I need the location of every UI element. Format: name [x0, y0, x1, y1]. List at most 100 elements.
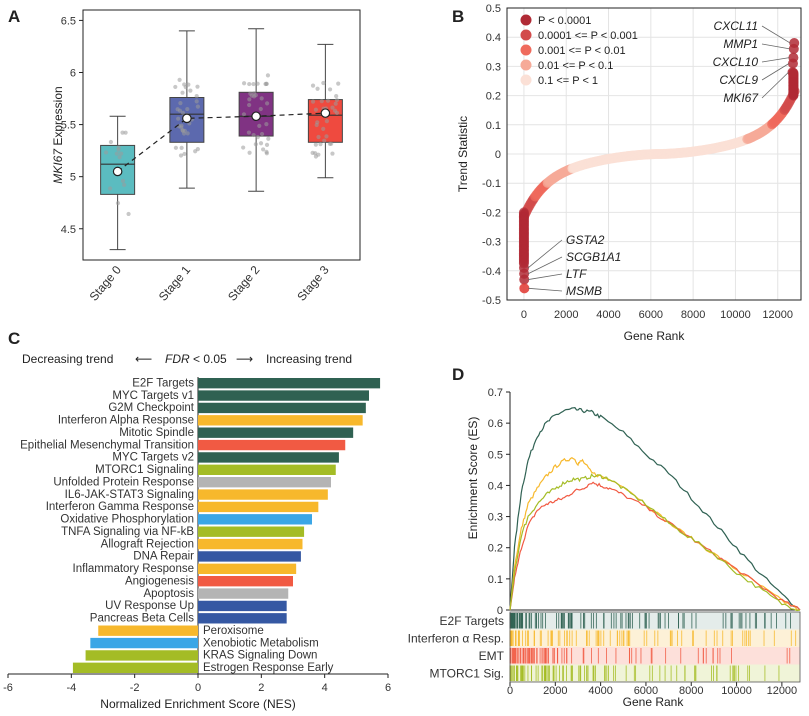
- panel-d-x-tick-label: 0: [507, 685, 513, 697]
- panel-a-mean-marker: [320, 108, 331, 118]
- panel-a-frame: [82, 9, 361, 261]
- panel-b-top-gene-point: [788, 43, 799, 54]
- panel-d-es-line: [509, 406, 801, 611]
- panel-c-bar-label: MYC Targets v1: [112, 390, 194, 402]
- panel-a-point: [179, 145, 184, 151]
- panel-c-bar-label: Apoptosis: [143, 588, 194, 600]
- panel-a-point: [264, 149, 269, 154]
- panel-c-bar-label: Mitotic Spindle: [119, 427, 194, 439]
- panel-b-legend-marker: [520, 74, 532, 86]
- panel-c-header-right: Increasing trend: [266, 352, 352, 366]
- panel-a-point: [264, 121, 269, 127]
- panel-a-point: [313, 107, 318, 112]
- panel-a-point: [266, 136, 271, 141]
- panel-b-top-gene-leader: [761, 43, 790, 50]
- panel-c-bar-label: Angiogenesis: [125, 575, 194, 587]
- panel-c-x-tick-label: -2: [130, 682, 140, 694]
- panel-c-bar: [198, 538, 303, 550]
- panel-c-bar: [198, 514, 312, 525]
- panel-a-point: [194, 99, 199, 104]
- panel-c-x-tick-label: -4: [66, 682, 76, 694]
- panel-b-top-gene-label: CXCL11: [714, 19, 758, 33]
- panel-b-legend-marker: [520, 14, 532, 26]
- panel-a-point: [182, 82, 187, 87]
- panel-c-bar: [198, 526, 305, 537]
- panel-c-arrow-right: ⟶: [236, 352, 253, 366]
- panel-b-legend-marker: [520, 59, 532, 71]
- panel-a-point: [257, 123, 262, 128]
- panel-a-point: [258, 141, 264, 146]
- panel-c-header-fdr: FDR: [165, 352, 190, 366]
- panel-c-x-label: Normalized Enrichment Score (NES): [100, 697, 295, 711]
- panel-b-y-tick-label: 0.4: [486, 32, 501, 44]
- panel-d-es-line: [509, 456, 801, 611]
- panel-a-point: [115, 201, 121, 206]
- panel-a-point: [265, 101, 270, 106]
- panel-c-bar-label: MYC Targets v2: [112, 452, 194, 464]
- panel-a-point: [334, 110, 340, 115]
- panel-a-point: [173, 145, 178, 150]
- panel-a-point: [188, 88, 193, 93]
- panel-b-bottom-gene-leader: [528, 273, 563, 280]
- panel-b-y-tick-label: 0.1: [486, 120, 501, 132]
- panel-c-x-tick-label: 4: [322, 682, 328, 694]
- panel-b-y-tick-label: 0: [495, 149, 501, 161]
- panel-a-y-label: MKI67 Expression: [51, 86, 65, 183]
- panel-b-scatter: Gene Rank Trend Statistic -0.5-0.4-0.3-0…: [456, 3, 802, 343]
- panel-a-x-tick-label: Stage 2: [225, 263, 263, 304]
- panel-a-point: [185, 106, 190, 112]
- panel-b-bottom-gene-leader: [527, 239, 563, 269]
- panel-c-bar-label: Interferon Alpha Response: [58, 415, 194, 427]
- panel-a-point: [253, 142, 258, 147]
- panel-a-point: [120, 130, 125, 135]
- panel-c-bar: [72, 662, 198, 673]
- panel-a-point: [252, 94, 257, 99]
- panel-b-bottom-gene-leader: [528, 287, 563, 292]
- panel-a-point: [316, 152, 321, 157]
- panel-d-x-tick-label: 8000: [679, 685, 703, 697]
- panel-a-point: [247, 150, 252, 155]
- panel-a-point: [330, 151, 335, 156]
- panel-c-bar: [198, 489, 328, 500]
- panel-b-legend-marker: [520, 44, 532, 56]
- panel-c-bar: [198, 477, 331, 488]
- panel-c-bar: [198, 464, 336, 475]
- panel-c-bar: [198, 613, 287, 624]
- panel-a-y-tick-label: 5.5: [61, 120, 76, 132]
- panel-d-y-tick-label: 0.6: [488, 418, 503, 430]
- panel-d-y-tick-label: 0.1: [488, 574, 503, 586]
- panel-d-gsea: Enrichment Score (ES) Gene Rank 00.10.20…: [408, 387, 801, 709]
- panel-c-bar-label: MTORC1 Signaling: [95, 464, 194, 476]
- panel-a-point: [258, 106, 263, 112]
- panel-c-bar: [198, 600, 287, 612]
- panel-d-barcode-frame: [509, 611, 801, 683]
- panel-a-point: [324, 119, 329, 124]
- panel-a-point: [330, 105, 335, 110]
- panel-c-bar-label: DNA Repair: [133, 551, 194, 563]
- panel-a-point: [122, 182, 127, 188]
- panel-a-point: [265, 73, 271, 78]
- panel-a-mean-trend: [117, 112, 326, 172]
- panel-b-legend-label: 0.01 <= P < 0.1: [538, 60, 613, 72]
- panel-d-barcode-label: E2F Targets: [440, 614, 504, 628]
- panel-d-x-tick-label: 12000: [767, 685, 798, 697]
- panel-a-point: [255, 134, 260, 140]
- panel-d-y-tick-label: 0.5: [488, 449, 503, 461]
- panel-a-x-tick-label: Stage 0: [87, 263, 125, 304]
- panel-a-point: [334, 94, 339, 99]
- panel-b-bottom-gene-label: GSTA2: [566, 233, 605, 247]
- panel-a-point: [185, 131, 190, 136]
- panel-b-top-gene-leader: [761, 25, 791, 44]
- panel-c-bar-label: TNFA Signaling via NF-kB: [61, 526, 194, 538]
- panel-c-header-left: Decreasing trend: [22, 352, 113, 366]
- panel-d-x-tick-label: 2000: [543, 685, 567, 697]
- panel-b-legend-marker: [520, 29, 532, 41]
- panel-b-top-gene-label: MKI67: [723, 91, 759, 105]
- panel-a-point: [251, 81, 256, 87]
- panel-d-y-label: Enrichment Score (ES): [466, 417, 480, 540]
- panel-a-point: [194, 94, 199, 99]
- panel-b-top-gene-leader: [761, 71, 789, 99]
- panel-a-point: [180, 110, 186, 115]
- panel-c-bar: [198, 551, 301, 562]
- panel-a-point: [108, 139, 114, 145]
